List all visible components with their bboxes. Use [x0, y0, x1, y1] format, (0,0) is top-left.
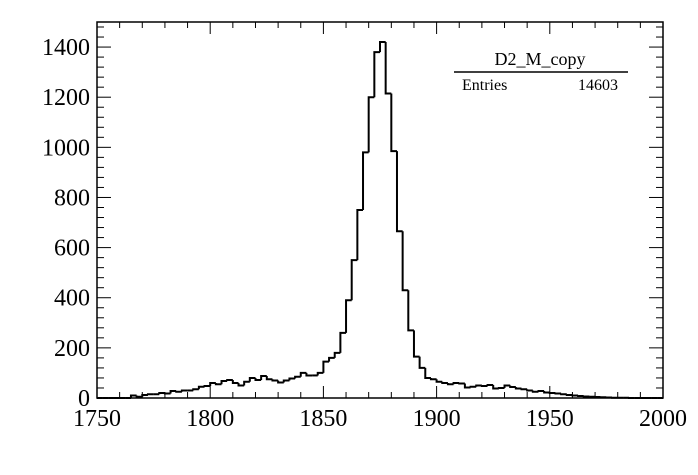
histogram-bin [305, 372, 313, 377]
histogram-bin [390, 93, 397, 153]
histogram-bin [288, 377, 296, 381]
histogram-bin [395, 151, 403, 233]
histogram-bin [543, 390, 550, 394]
histogram-bin [401, 231, 409, 292]
stats-box: D2_M_copy Entries 14603 [454, 49, 628, 94]
histogram-bin [441, 381, 448, 384]
histogram-bin [135, 395, 143, 398]
histogram-bin [384, 42, 392, 95]
y-tick-label: 800 [54, 185, 90, 211]
stats-entries-label: Entries [462, 77, 507, 94]
histogram-bin [475, 384, 482, 387]
histogram-bin [458, 382, 465, 385]
histogram-bin [520, 388, 528, 391]
histogram-bin [129, 394, 137, 398]
histogram-bin [146, 393, 154, 396]
histogram-bin [294, 375, 301, 379]
histogram-bin [243, 380, 250, 386]
histogram-bin [203, 384, 211, 387]
histogram-bin [446, 382, 454, 386]
histogram-bin [197, 385, 205, 390]
y-tick-label: 1200 [42, 85, 90, 111]
histogram-bin [248, 376, 256, 382]
x-tick-label: 1900 [413, 406, 461, 432]
histogram-bin [158, 391, 165, 395]
histogram-bin [571, 394, 579, 397]
histogram-bin [452, 381, 460, 385]
histogram-bin [180, 389, 188, 392]
histogram-bin [367, 96, 375, 153]
histogram-bin [214, 382, 222, 386]
histogram-bin [497, 386, 505, 389]
histogram-bin [560, 393, 567, 396]
histogram-bin [322, 360, 330, 373]
y-tick-label: 400 [54, 286, 90, 312]
plot-frame [96, 21, 664, 399]
histogram-bin [333, 351, 341, 358]
histogram-bin [350, 259, 358, 301]
histogram-bin [531, 390, 539, 393]
histogram-bin [526, 389, 533, 392]
y-tick-label: 200 [54, 336, 90, 362]
histogram-bin [237, 382, 245, 387]
histogram-bin [265, 375, 273, 381]
histogram-bin [407, 290, 414, 332]
histogram-bin [480, 384, 488, 387]
histogram-bin [192, 388, 199, 391]
histogram-bin [254, 377, 262, 381]
histogram-bin [435, 379, 443, 383]
histogram-bin [328, 356, 335, 362]
histogram-bin [356, 209, 364, 261]
x-tick-label: 1750 [73, 406, 121, 432]
histogram-bin [260, 374, 267, 380]
histogram-bin [554, 392, 562, 395]
histogram-bin [220, 379, 228, 385]
histogram-bin [373, 51, 380, 98]
histogram-bin [175, 390, 182, 393]
y-tick-label: 600 [54, 236, 90, 262]
histogram-bin [339, 331, 347, 353]
histogram-bin [537, 389, 545, 392]
histogram-bin [514, 386, 522, 390]
histogram-bin [565, 393, 573, 396]
y-tick-label: 1000 [42, 135, 90, 161]
stats-entries-value: 14603 [578, 77, 618, 94]
axes: 1750 1800 1850 1900 1950 2000 0 200 400 600 800 100… [42, 21, 687, 432]
histogram-bin [345, 299, 352, 333]
histogram-bin [412, 330, 420, 358]
histogram-bin [316, 371, 324, 376]
histogram-bin [582, 395, 590, 398]
histogram-bin [226, 378, 233, 381]
histogram-bin [271, 379, 279, 382]
x-tick-label: 1800 [186, 406, 234, 432]
histogram-bin [418, 356, 426, 369]
histogram-bin [282, 379, 290, 383]
histogram-bin [362, 151, 369, 210]
histogram-bin [277, 380, 284, 384]
histogram-bin [429, 377, 437, 381]
plot-area [97, 41, 663, 399]
histogram-bin [548, 391, 556, 394]
histogram-bin [424, 367, 431, 379]
histogram-bin [299, 371, 307, 377]
histogram-bin [231, 379, 239, 384]
histogram-bin [469, 385, 477, 388]
histogram-bin [209, 381, 216, 386]
histogram-bin [169, 389, 177, 394]
stats-title: D2_M_copy [495, 49, 586, 69]
histogram-bin [379, 41, 386, 53]
histogram-bin [577, 394, 584, 397]
x-tick-label: 2000 [639, 406, 687, 432]
x-tick-label: 1950 [526, 406, 574, 432]
histogram-bin [492, 384, 499, 390]
y-tick-label: 1400 [42, 35, 90, 61]
histogram-bin [509, 385, 516, 388]
x-tick-label: 1850 [299, 406, 347, 432]
y-tick-label: 0 [78, 386, 90, 412]
histogram-bin [463, 383, 471, 389]
histogram-bin [486, 383, 494, 386]
histogram-bin [503, 384, 511, 388]
